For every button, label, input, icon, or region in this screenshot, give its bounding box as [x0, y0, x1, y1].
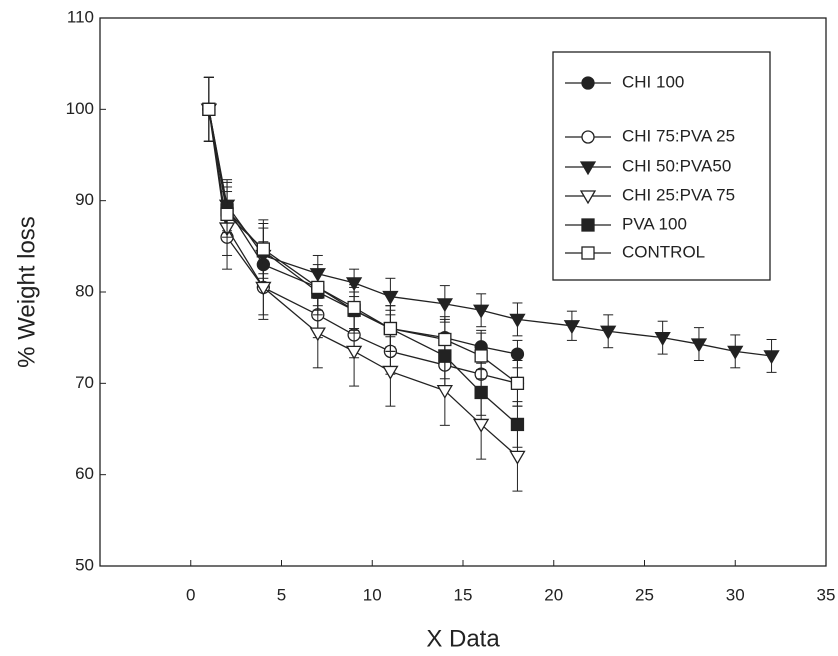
series-line — [208, 109, 518, 355]
data-point — [345, 345, 363, 360]
y-tick-label: 90 — [75, 190, 94, 209]
y-tick-label: 110 — [67, 7, 94, 26]
data-point — [383, 321, 398, 336]
series-line — [208, 109, 518, 457]
x-axis-label: X Data — [426, 625, 500, 652]
y-tick-label: 60 — [75, 464, 94, 483]
legend-label: CHI 75:PVA 25 — [622, 126, 735, 145]
data-point — [690, 338, 708, 353]
data-point — [509, 313, 526, 328]
x-tick-label: 35 — [817, 585, 836, 604]
data-point — [438, 332, 452, 347]
y-tick-label: 80 — [75, 281, 94, 300]
data-point — [510, 417, 525, 432]
series-line — [208, 109, 518, 384]
data-point — [255, 281, 272, 296]
x-tick-label: 30 — [726, 585, 745, 604]
data-point — [763, 350, 780, 365]
data-point — [563, 320, 581, 335]
data-point — [473, 418, 490, 433]
data-point — [309, 327, 326, 342]
data-point — [600, 325, 617, 340]
legend-label: CONTROL — [622, 242, 705, 261]
y-tick-label: 50 — [75, 555, 94, 574]
data-point — [311, 280, 325, 295]
y-tick-label: 70 — [75, 373, 94, 392]
data-point — [473, 304, 490, 319]
data-point — [345, 277, 363, 292]
x-tick-label: 20 — [544, 585, 563, 604]
x-tick-label: 0 — [186, 585, 195, 604]
legend-label: CHI 100 — [622, 72, 684, 91]
y-tick-label: 100 — [66, 99, 94, 118]
x-tick-label: 25 — [635, 585, 654, 604]
data-point — [382, 365, 399, 380]
data-point — [202, 102, 216, 116]
data-point — [474, 385, 488, 400]
legend-marker — [579, 161, 597, 176]
data-point — [220, 207, 234, 222]
legend-marker — [581, 218, 595, 232]
legend-marker — [581, 130, 595, 144]
data-point — [382, 290, 399, 305]
data-point — [727, 345, 744, 360]
series-line — [208, 109, 518, 384]
y-axis-label: % Weight loss — [13, 216, 40, 368]
data-point — [654, 332, 671, 346]
data-point — [474, 349, 488, 363]
legend-marker — [581, 246, 595, 260]
x-tick-label: 10 — [363, 585, 382, 604]
data-point — [347, 300, 361, 315]
data-point — [436, 298, 453, 313]
x-tick-label: 5 — [277, 585, 286, 604]
data-point — [510, 376, 525, 390]
series-line — [208, 109, 518, 425]
legend-label: CHI 25:PVA 75 — [622, 185, 735, 204]
data-point — [509, 450, 526, 465]
x-tick-label: 15 — [454, 585, 473, 604]
data-point — [436, 384, 453, 399]
legend-label: CHI 50:PVA50 — [622, 156, 731, 175]
data-point — [256, 242, 271, 256]
legend-marker — [579, 190, 597, 205]
data-point — [510, 347, 525, 361]
legend-marker — [581, 76, 595, 90]
legend-label: PVA 100 — [622, 214, 687, 233]
